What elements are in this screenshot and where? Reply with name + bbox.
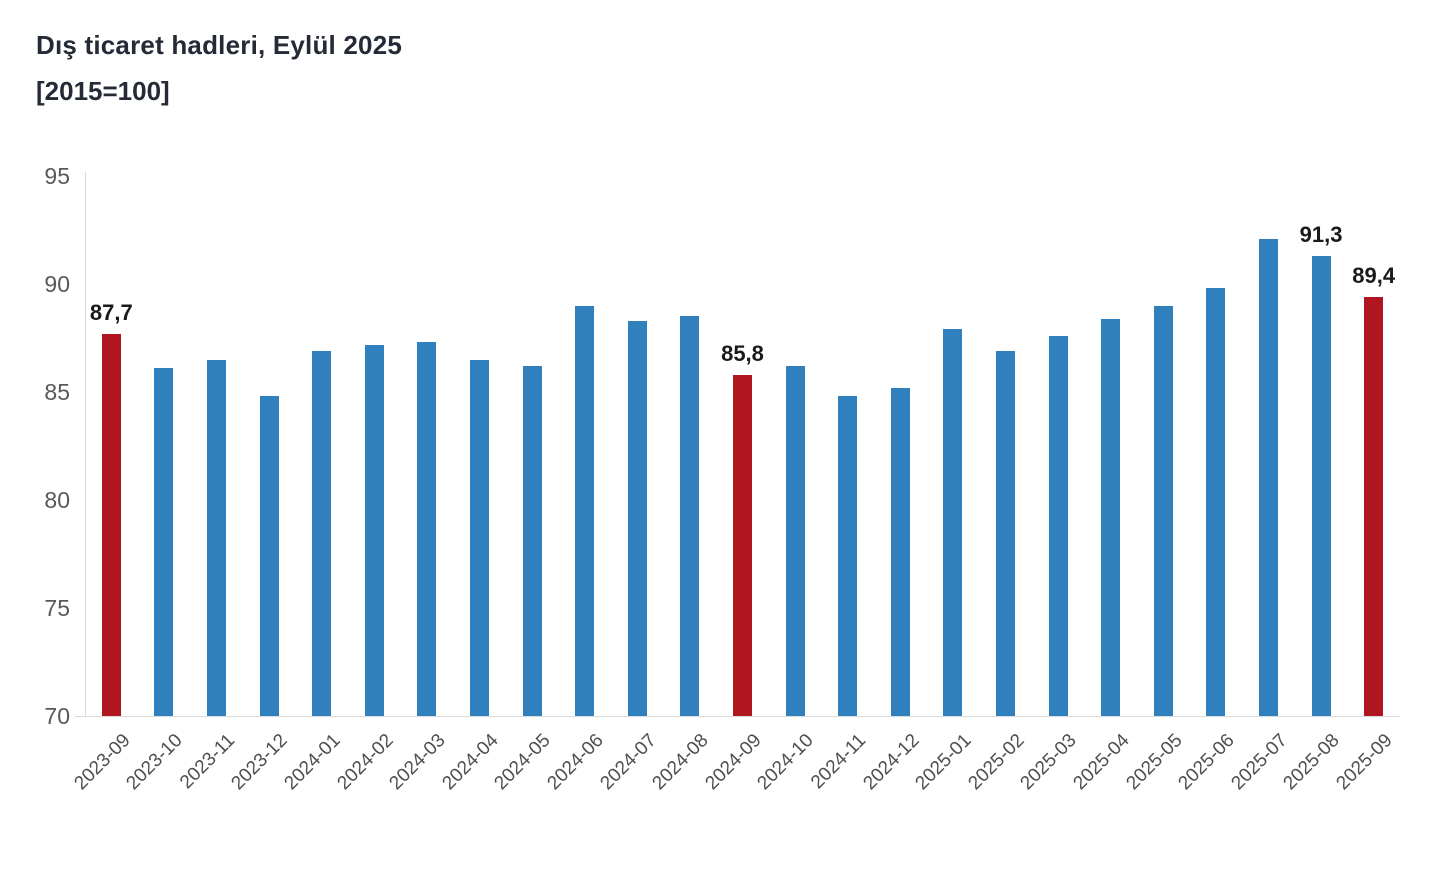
chart-title: Dış ticaret hadleri, Eylül 2025: [36, 30, 403, 60]
x-tick-label: 2024-06: [543, 730, 608, 795]
bar-2024-04: [470, 359, 489, 716]
bar-2024-01: [312, 351, 332, 716]
chart-subtitle: [2015=100]: [36, 76, 170, 106]
bar-2024-07: [627, 320, 647, 716]
bar-2024-05: [522, 366, 542, 716]
x-tick-label: 2024-11: [807, 730, 871, 794]
bar-2023-12: [259, 396, 279, 716]
bar-2023-11: [207, 359, 226, 716]
bar-2025-05: [1153, 305, 1173, 716]
x-axis-line: [75, 716, 1400, 717]
x-tick-label: 2025-01: [911, 730, 976, 795]
x-tick-label: 2025-09: [1332, 730, 1397, 795]
x-tick-label: 2025-05: [1121, 730, 1187, 795]
x-tick-label: 2023-12: [227, 730, 292, 795]
y-axis-line: [85, 172, 86, 716]
bar-2025-02: [996, 351, 1015, 716]
bar-2025-01: [943, 329, 963, 716]
x-tick-label: 2023-11: [176, 730, 240, 794]
bar-value-label: 91,3: [1299, 221, 1343, 247]
y-tick-label: 90: [44, 271, 70, 297]
y-tick-label: 95: [44, 163, 70, 189]
x-tick-label: 2024-03: [385, 730, 450, 795]
y-tick-label: 70: [44, 703, 70, 729]
bar-2025-09: [1364, 297, 1384, 716]
x-tick-label: 2024-08: [648, 730, 713, 795]
bar-2025-08: [1311, 255, 1331, 716]
x-tick-label: 2024-10: [753, 730, 818, 795]
bar-2025-07: [1259, 238, 1278, 716]
x-tick-label: 2023-09: [69, 730, 135, 795]
x-tick-label: 2024-07: [595, 730, 661, 795]
bar-value-label: 85,8: [721, 340, 764, 366]
bar-2024-08: [680, 316, 700, 716]
bar-2023-10: [154, 368, 174, 716]
x-tick-label: 2024-04: [438, 730, 503, 795]
bar-2025-04: [1101, 318, 1121, 716]
x-tick-label: 2024-01: [280, 730, 345, 795]
x-tick-label: 2025-06: [1174, 730, 1239, 795]
x-tick-label: 2024-02: [332, 730, 398, 795]
x-tick-label: 2025-02: [964, 730, 1029, 795]
y-tick-label: 80: [44, 487, 70, 513]
x-tick-label: 2025-04: [1069, 730, 1134, 795]
bar-value-label: 89,4: [1352, 262, 1396, 288]
bar-2025-06: [1206, 288, 1226, 716]
x-tick-label: 2025-03: [1016, 730, 1081, 795]
x-tick-label: 2025-07: [1227, 730, 1292, 795]
x-tick-label: 2024-09: [701, 730, 766, 795]
x-tick-label: 2024-05: [490, 730, 555, 795]
bar-2023-09: [101, 333, 121, 716]
bar-2024-12: [890, 387, 910, 716]
x-tick-label: 2025-08: [1279, 730, 1344, 795]
bar-2024-11: [838, 396, 858, 716]
bar-2024-09: [733, 374, 752, 716]
bar-2024-02: [364, 344, 384, 716]
bar-value-label: 87,7: [89, 299, 133, 325]
bar-2025-03: [1048, 335, 1068, 716]
y-tick-label: 75: [44, 595, 70, 621]
y-tick-label: 85: [44, 379, 70, 405]
x-tick-label: 2023-10: [122, 730, 187, 795]
bar-2024-10: [785, 366, 805, 716]
bar-2024-03: [417, 342, 437, 716]
bar-2024-06: [575, 305, 595, 716]
x-tick-label: 2024-12: [858, 730, 924, 795]
